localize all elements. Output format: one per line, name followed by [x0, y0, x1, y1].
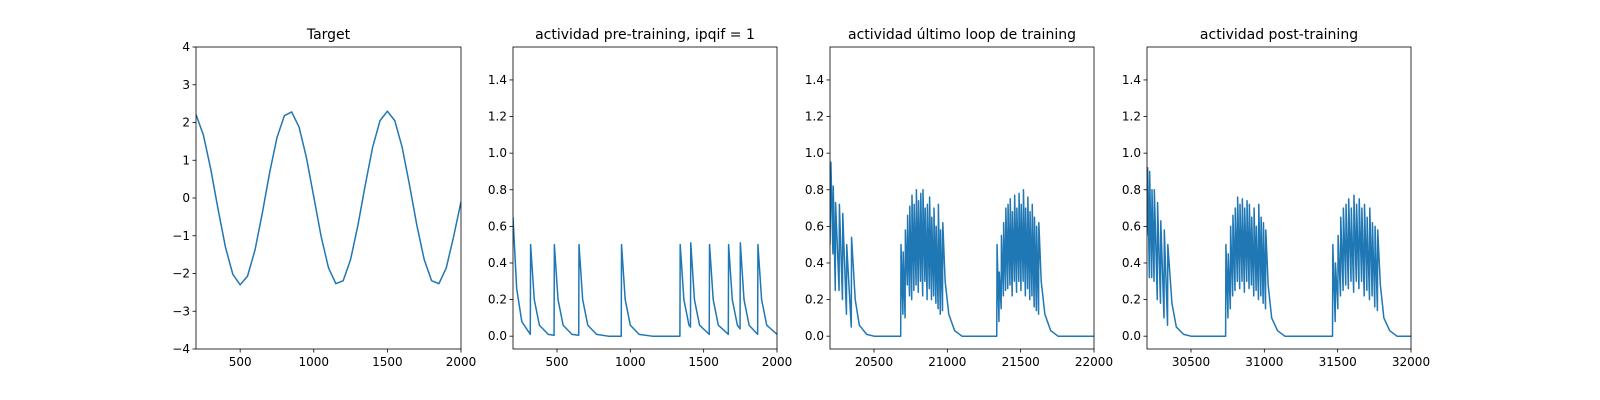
x-tick-label: 20500 — [855, 355, 893, 369]
plot-area — [196, 110, 461, 286]
subplot: 30500 31000 31500 32000 0.0 0.2 0.4 0.6 0.8 1.0 1.… — [1122, 27, 1430, 369]
x-tick-label: 30500 — [1172, 355, 1210, 369]
y-tick-label: −1 — [172, 229, 190, 243]
plot-area — [830, 161, 1094, 337]
axes-frame — [1146, 46, 1412, 350]
y-tick-label: 0.2 — [805, 293, 824, 307]
subplot-title: Target — [306, 27, 351, 43]
subplot-title: actividad último loop de training — [848, 27, 1076, 43]
subplot-title: actividad post-training — [1200, 27, 1358, 43]
y-tick-label: 0.4 — [1122, 256, 1141, 270]
axes-frame — [195, 46, 462, 350]
x-tick-label: 2000 — [762, 355, 793, 369]
data-line — [1147, 167, 1411, 337]
subplot: 500 1000 1500 2000 0.0 0.2 0.4 0.6 0.8 1.0 1.2 1.4 a… — [488, 27, 792, 369]
y-tick-label: 1.2 — [488, 110, 507, 124]
x-tick-label: 500 — [229, 355, 252, 369]
y-tick-label: 2 — [182, 116, 190, 130]
y-tick-label: 1.0 — [488, 146, 507, 160]
y-tick-label: 0 — [182, 191, 190, 205]
y-tick-label: 1.0 — [1122, 146, 1141, 160]
y-tick-label: 1 — [182, 153, 190, 167]
y-tick-label: 0.0 — [488, 329, 507, 343]
y-tick-label: 0.0 — [1122, 329, 1141, 343]
x-tick-label: 500 — [546, 355, 569, 369]
x-tick-label: 22000 — [1075, 355, 1113, 369]
x-tick-label: 21500 — [1002, 355, 1040, 369]
y-tick-label: 1.4 — [1122, 73, 1141, 87]
plot-area — [1147, 167, 1411, 337]
subplot: 20500 21000 21500 22000 0.0 0.2 0.4 0.6 0.8 1.0 1.… — [805, 27, 1113, 369]
x-tick-label: 1000 — [299, 355, 330, 369]
y-tick-label: −2 — [172, 267, 190, 281]
y-tick-label: 3 — [182, 78, 190, 92]
subplot: 500 1000 1500 2000 −4 −3 −2 −1 0 1 2 3 4 Target — [172, 27, 476, 369]
axes-frame — [829, 46, 1095, 350]
y-tick-label: 0.2 — [488, 293, 507, 307]
x-tick-label: 2000 — [446, 355, 477, 369]
y-tick-label: 0.8 — [1122, 183, 1141, 197]
x-tick-label: 31000 — [1245, 355, 1283, 369]
x-tick-label: 1500 — [372, 355, 403, 369]
y-tick-label: −4 — [172, 342, 190, 356]
x-tick-label: 1500 — [688, 355, 719, 369]
x-tick-label: 1000 — [615, 355, 646, 369]
axes-frame — [512, 46, 778, 350]
y-tick-label: 1.2 — [1122, 110, 1141, 124]
y-tick-label: 1.4 — [488, 73, 507, 87]
y-tick-label: 0.2 — [1122, 293, 1141, 307]
y-tick-label: 0.6 — [1122, 219, 1141, 233]
y-tick-label: 1.0 — [805, 146, 824, 160]
x-tick-label: 31500 — [1319, 355, 1357, 369]
plot-area — [513, 217, 777, 337]
data-line — [196, 110, 461, 286]
y-tick-label: 1.2 — [805, 110, 824, 124]
y-tick-label: 0.6 — [488, 219, 507, 233]
data-line — [830, 161, 1094, 337]
y-tick-label: 0.4 — [488, 256, 507, 270]
y-tick-label: 4 — [182, 40, 190, 54]
data-line — [513, 217, 777, 337]
y-tick-label: −3 — [172, 304, 190, 318]
y-tick-label: 0.6 — [805, 219, 824, 233]
y-tick-label: 0.0 — [805, 329, 824, 343]
y-tick-label: 0.8 — [805, 183, 824, 197]
x-tick-label: 32000 — [1392, 355, 1430, 369]
y-tick-label: 1.4 — [805, 73, 824, 87]
subplot-title: actividad pre-training, ipqif = 1 — [535, 27, 755, 43]
x-tick-label: 21000 — [928, 355, 966, 369]
y-tick-label: 0.4 — [805, 256, 824, 270]
y-tick-label: 0.8 — [488, 183, 507, 197]
